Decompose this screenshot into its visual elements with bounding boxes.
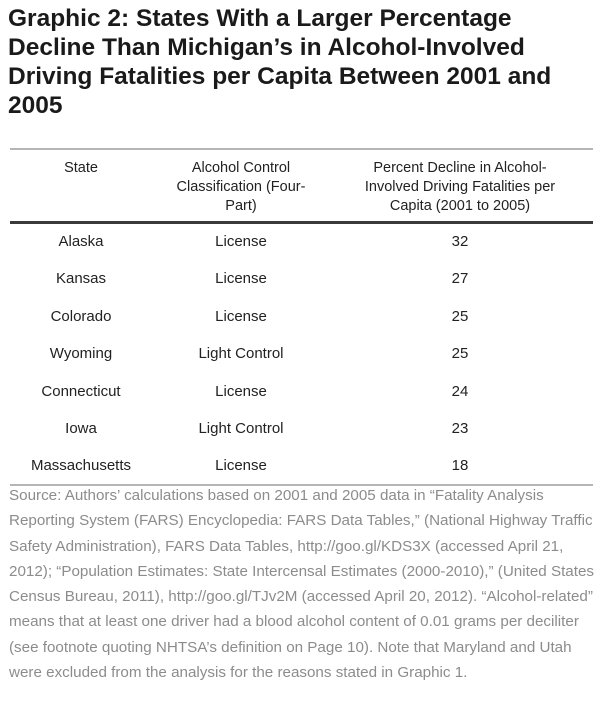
percent-cell: 25: [451, 345, 469, 363]
classification-cell: License: [215, 233, 267, 250]
table-row: Kansas License 27: [10, 267, 593, 291]
table-row: Alaska License 32: [10, 230, 593, 254]
classification-cell: License: [215, 307, 267, 325]
table-bottom-rule: [10, 484, 593, 486]
table-row: Iowa Light Control 23: [10, 417, 593, 441]
header-rule: [10, 221, 593, 224]
state-cell: Wyoming: [49, 345, 113, 363]
percent-cell: 24: [451, 382, 469, 400]
state-cell: Iowa: [65, 420, 97, 437]
table-row: Massachusetts License 18: [10, 454, 593, 478]
classification-cell: License: [215, 270, 267, 288]
table-row: Colorado License 25: [10, 305, 593, 329]
table-row: Connecticut License 24: [10, 380, 593, 404]
classification-cell: Light Control: [198, 420, 284, 437]
classification-cell: License: [215, 382, 267, 400]
graphic-title: Graphic 2: States With a Larger Percenta…: [8, 5, 552, 119]
state-cell: Kansas: [55, 270, 107, 288]
percent-cell: 27: [451, 270, 469, 288]
percent-cell: 25: [451, 307, 469, 325]
percent-cell: 32: [451, 233, 469, 250]
state-cell: Alaska: [58, 233, 104, 250]
percent-cell: 18: [451, 457, 469, 475]
state-cell: Massachusetts: [30, 457, 132, 475]
header-state: State: [64, 160, 98, 176]
classification-cell: Light Control: [198, 345, 284, 363]
header-percent-decline: Percent Decline in Alcohol-Involved Driv…: [364, 160, 556, 214]
source-note: Source: Authors’ calculations based on 2…: [9, 487, 595, 682]
header-classification: Alcohol Control Classification (Four-Par…: [176, 160, 306, 214]
table-row: Wyoming Light Control 25: [10, 342, 593, 366]
state-cell: Connecticut: [41, 382, 121, 400]
table-top-rule: [10, 148, 593, 150]
state-cell: Colorado: [50, 307, 112, 325]
classification-cell: License: [215, 457, 267, 475]
percent-cell: 23: [451, 420, 469, 437]
